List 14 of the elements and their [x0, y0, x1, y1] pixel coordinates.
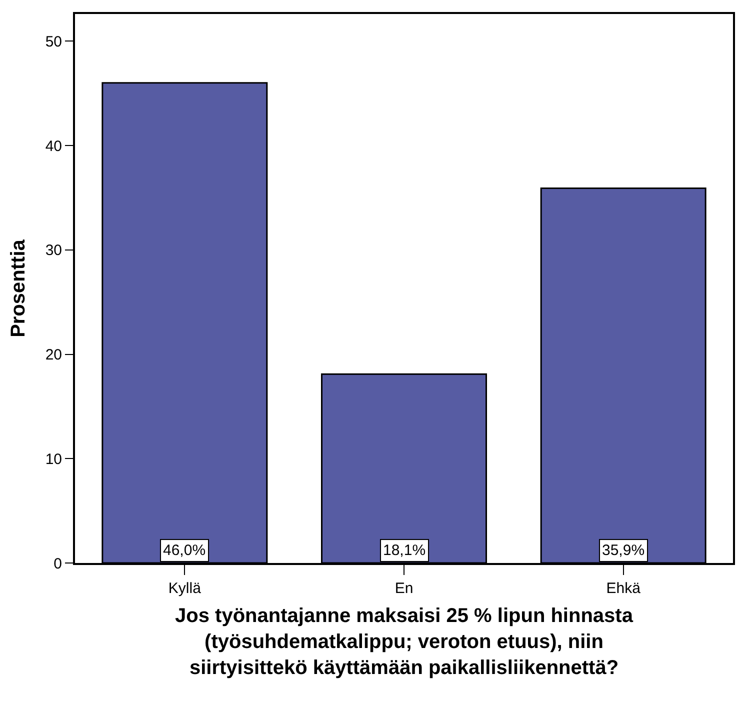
- data-label: 18,1%: [383, 542, 426, 559]
- x-tick-label: Ehkä: [606, 580, 642, 597]
- y-tick-label: 40: [45, 138, 62, 155]
- data-label: 35,9%: [602, 542, 645, 559]
- y-tick-label: 30: [45, 242, 62, 260]
- x-axis-title: Jos työnantajanne maksaisi 25 % lipun hinnasta (työsuhdematkalippu; veroton etuus), niin siirtyisittekö käyttämään paikallisliikennettä?: [175, 605, 634, 679]
- y-tick-label: 50: [45, 33, 62, 50]
- y-tick-label: 20: [45, 346, 62, 364]
- y-axis-title: Prosenttia: [7, 238, 30, 338]
- x-tick-label: Kyllä: [168, 580, 202, 597]
- x-tick-label: En: [394, 580, 414, 597]
- data-label: 46,0%: [163, 542, 206, 559]
- y-tick-label: 0: [54, 555, 62, 572]
- y-tick-label: 10: [45, 450, 62, 468]
